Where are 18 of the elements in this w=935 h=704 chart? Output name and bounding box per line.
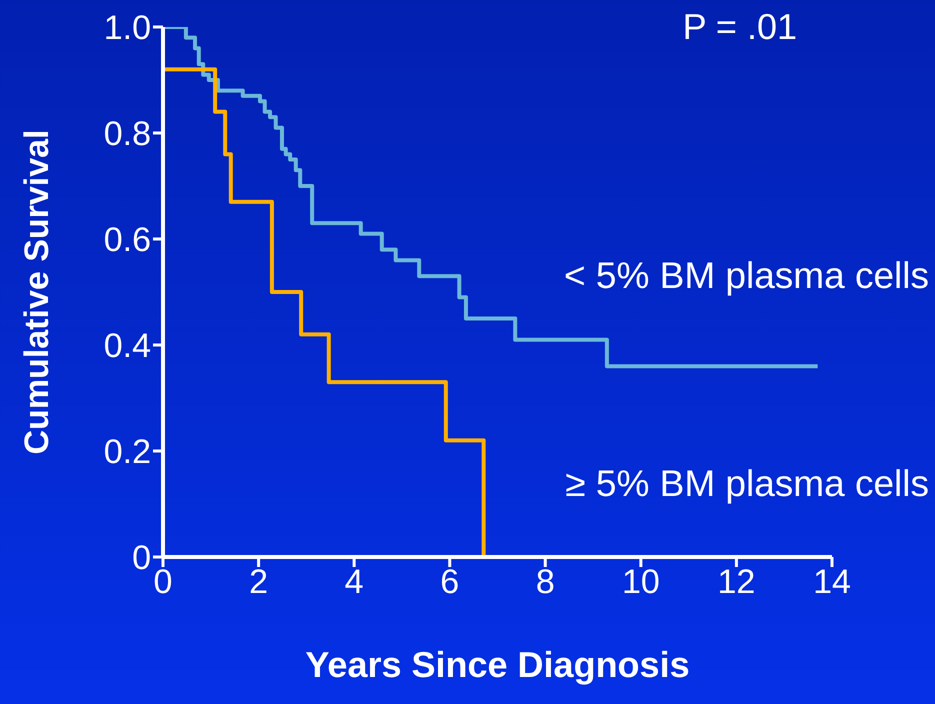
y-tick-label: 0.8	[104, 115, 151, 154]
x-tick-label: 12	[718, 563, 756, 602]
x-tick-label: 2	[249, 563, 268, 602]
y-axis-title: Cumulative Survival	[18, 129, 56, 455]
y-tick-label: 0	[132, 539, 151, 578]
y-tick-label: 0.6	[104, 221, 151, 260]
annotation: P = .01	[682, 6, 797, 48]
y-tick-label: 0.4	[104, 327, 151, 366]
x-tick-label: 10	[622, 563, 660, 602]
x-axis-title: Years Since Diagnosis	[305, 644, 690, 685]
x-tick-label: 4	[344, 563, 364, 602]
x-tick-label: 8	[536, 563, 555, 602]
x-tick-label: 6	[440, 563, 460, 602]
y-tick-label: 0.2	[104, 433, 151, 472]
x-tick-label: 14	[813, 563, 851, 602]
y-tick-label: 1.0	[104, 9, 151, 48]
text: ≥ 5% BM plasma cells	[565, 463, 929, 505]
series-label: < 5% BM plasma cells	[564, 255, 929, 297]
